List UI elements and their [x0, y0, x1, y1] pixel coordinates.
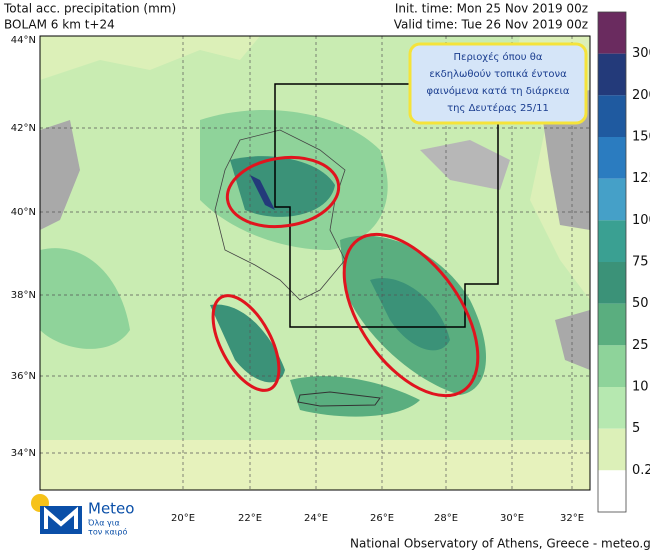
colorbar-swatch	[598, 262, 626, 304]
colorbar-label: 300	[632, 46, 650, 61]
footer: National Observatory of Athens, Greece -…	[350, 537, 650, 550]
colorbar-label: 25	[632, 338, 649, 353]
valid-time: Valid time: Tue 26 Nov 2019 00z	[394, 18, 588, 32]
colorbar-label: 150	[632, 130, 650, 145]
rain-area	[370, 278, 450, 351]
lon-label: 24°E	[304, 513, 328, 524]
lat-label: 38°N	[11, 290, 36, 301]
colorbar-swatch	[598, 12, 626, 54]
map-frame	[39, 35, 591, 491]
colorbar-swatch	[598, 220, 626, 262]
colorbar-swatch	[598, 470, 626, 512]
annotation-line: Περιοχές όπου θα	[454, 51, 543, 63]
lat-label: 34°N	[11, 448, 36, 459]
logo-name: Meteo	[88, 500, 134, 518]
logo-tagline: τον καιρό	[88, 527, 127, 537]
colorbar-swatch	[598, 345, 626, 387]
colorbar-label: 50	[632, 296, 649, 311]
chart-title: Total acc. precipitation (mm)	[3, 2, 176, 16]
colorbar-label: 75	[632, 255, 649, 270]
annotation-line: φαινόμενα κατά τη διάρκεια	[427, 85, 570, 97]
coastline	[214, 129, 346, 301]
coastline	[297, 391, 381, 407]
colorbar-label: 5	[632, 421, 640, 436]
annotation-box	[408, 42, 588, 125]
colorbar-label: 200	[632, 88, 650, 103]
annotation-line: της Δευτέρας 25/11	[447, 102, 549, 114]
land-gray	[420, 140, 510, 190]
lat-label: 40°N	[11, 207, 36, 218]
model-label: BOLAM 6 km t+24	[4, 18, 115, 32]
land-gray	[555, 310, 590, 370]
rain-area	[40, 248, 130, 349]
highlight-ellipse	[342, 232, 480, 398]
light-rain-area	[40, 440, 590, 490]
rain-area	[210, 304, 285, 383]
lon-label: 20°E	[171, 513, 195, 524]
lat-label: 42°N	[11, 123, 36, 134]
rain-area	[230, 156, 335, 217]
region-outline	[274, 83, 499, 328]
rain-core	[250, 175, 275, 210]
land-gray	[40, 120, 80, 230]
lon-label: 28°E	[434, 513, 458, 524]
land-gray	[540, 90, 590, 230]
highlight-ellipse	[211, 294, 281, 392]
logo-tagline: Όλα για	[87, 518, 120, 528]
colorbar-label: 10	[632, 380, 649, 395]
light-rain-area	[40, 36, 260, 80]
colorbar-swatch	[598, 303, 626, 346]
lat-label: 36°N	[11, 371, 36, 382]
colorbar-label: 100	[632, 213, 650, 228]
annotation-line: εκδηλωθούν τοπικά έντονα	[429, 68, 567, 80]
colorbar-swatch	[598, 95, 626, 137]
lon-label: 22°E	[238, 513, 262, 524]
colorbar: 300 200 150 125 100 75 50 25 10 5 0.2	[597, 11, 650, 513]
colorbar-frame	[597, 11, 627, 513]
init-time: Init. time: Mon 25 Nov 2019 00z	[395, 2, 588, 16]
highlight-ellipse	[225, 155, 341, 229]
graticule	[40, 36, 590, 490]
colorbar-swatch	[598, 387, 626, 429]
colorbar-swatch	[598, 428, 626, 471]
annotation: Περιοχές όπου θα εκδηλωθούν τοπικά έντονα…	[427, 51, 570, 114]
colorbar-swatch	[598, 137, 626, 179]
colorbar-swatch	[598, 178, 626, 221]
lon-label: 26°E	[370, 513, 394, 524]
lat-label: 44°N	[11, 35, 36, 46]
lon-label: 30°E	[500, 513, 524, 524]
colorbar-label: 125	[632, 171, 650, 186]
colorbar-swatch	[598, 53, 626, 96]
lon-label: 32°E	[560, 513, 584, 524]
logo-m	[44, 506, 78, 529]
colorbar-label: 0.2	[632, 463, 650, 478]
